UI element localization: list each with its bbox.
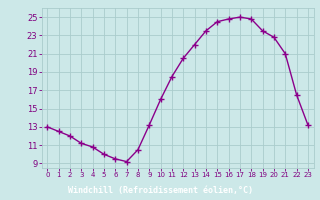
Text: Windchill (Refroidissement éolien,°C): Windchill (Refroidissement éolien,°C) (68, 186, 252, 194)
